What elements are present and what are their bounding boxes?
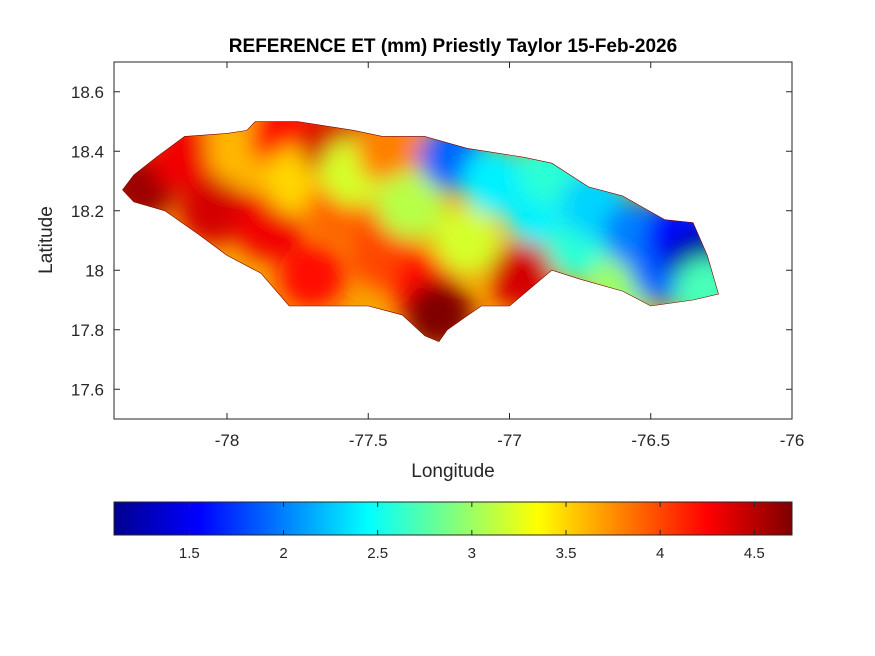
x-axis: -78 -77.5 -77 -76.5 -76 <box>215 62 805 450</box>
colorbar-tick-label: 2.5 <box>367 545 388 562</box>
et-sample <box>277 242 346 311</box>
y-tick-label: 18 <box>85 261 104 280</box>
x-tick-label: -77 <box>497 431 522 450</box>
y-tick-label: 17.6 <box>71 380 104 399</box>
colorbar-tick-label: 1.5 <box>179 545 200 562</box>
colorbar-ticks: 1.5 2 2.5 3 3.5 4 4.5 <box>179 502 765 562</box>
et-sample <box>178 176 247 245</box>
colorbar-tick-label: 3 <box>468 545 476 562</box>
colorbar-tick-label: 3.5 <box>556 545 577 562</box>
y-tick-label: 17.8 <box>71 321 104 340</box>
chart-title: REFERENCE ET (mm) Priestly Taylor 15-Feb… <box>229 36 677 57</box>
x-tick-label: -78 <box>215 431 240 450</box>
et-sample <box>376 170 445 239</box>
y-tick-label: 18.6 <box>71 83 104 102</box>
colorbar-tick-label: 4 <box>656 545 664 562</box>
colorbar-tick-label: 4.5 <box>744 545 765 562</box>
x-tick-label: -77.5 <box>349 431 388 450</box>
y-axis: 17.6 17.8 18 18.2 18.4 18.6 <box>71 83 792 399</box>
et-sample <box>433 206 502 275</box>
x-tick-label: -76.5 <box>631 431 670 450</box>
island-outline <box>122 121 719 342</box>
y-tick-label: 18.4 <box>71 142 104 161</box>
x-tick-label: -76 <box>780 431 805 450</box>
x-axis-label: Longitude <box>411 461 494 482</box>
y-tick-label: 18.2 <box>71 202 104 221</box>
colorbar <box>113 501 793 536</box>
y-axis-label: Latitude <box>36 206 57 274</box>
colorbar-tick-label: 2 <box>279 545 287 562</box>
